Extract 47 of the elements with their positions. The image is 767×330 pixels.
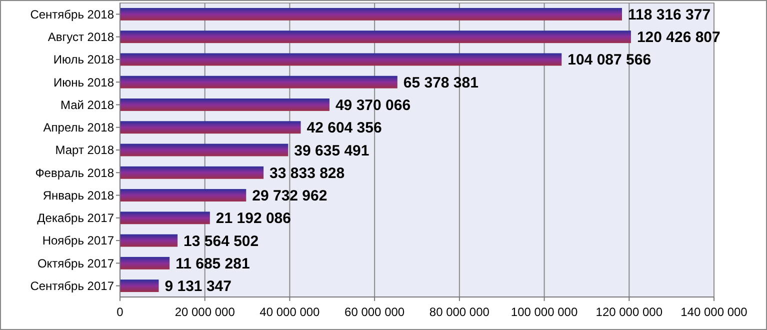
y-tick-label: Ноябрь 2017 <box>42 234 114 248</box>
bar <box>120 30 631 44</box>
bar <box>120 189 246 202</box>
y-tick-label: Август 2018 <box>48 30 114 44</box>
data-label: 104 087 566 <box>568 52 652 69</box>
y-tick-label: Июль 2018 <box>53 52 114 67</box>
data-label: 21 192 086 <box>216 210 291 228</box>
x-tick-label: 0 <box>116 305 124 319</box>
x-tick-label: 140 000 000 <box>680 305 748 319</box>
data-label: 120 426 807 <box>636 29 720 46</box>
y-tick-label: Апрель 2018 <box>43 120 114 135</box>
data-label: 9 131 347 <box>164 278 232 296</box>
data-label: 49 370 066 <box>335 96 411 114</box>
data-label: 39 635 491 <box>294 142 370 160</box>
y-tick-label: Март 2018 <box>55 143 114 158</box>
x-tick-label: 100 000 000 <box>510 305 578 319</box>
data-label: 118 316 377 <box>628 6 711 24</box>
bar <box>120 234 178 247</box>
bar <box>120 76 398 88</box>
y-tick-label: Сентябрь 2017 <box>30 278 114 293</box>
bar <box>120 280 159 292</box>
data-label: 33 833 828 <box>270 164 345 182</box>
bar <box>120 53 562 66</box>
data-label: 13 564 502 <box>184 232 259 250</box>
x-tick-label: 80 000 000 <box>429 305 490 319</box>
x-tick-label: 60 000 000 <box>344 305 405 319</box>
bar <box>120 144 288 156</box>
bar <box>120 256 170 270</box>
data-label: 42 604 356 <box>306 120 382 137</box>
data-label: 65 378 381 <box>403 74 478 92</box>
bar <box>120 212 210 224</box>
y-tick-label: Июнь 2018 <box>53 75 114 90</box>
x-tick-label: 40 000 000 <box>260 305 320 319</box>
data-label: 29 732 962 <box>252 188 328 205</box>
y-tick-label: Декабрь 2017 <box>37 211 114 226</box>
bar <box>120 121 301 134</box>
data-label: 11 685 281 <box>176 255 250 272</box>
bar <box>120 98 330 111</box>
bar <box>120 8 622 20</box>
y-tick-label: Сентябрь 2018 <box>30 7 114 22</box>
x-tick-label: 120 000 000 <box>596 305 663 319</box>
y-tick-label: Май 2018 <box>60 98 114 112</box>
x-tick-label: 20 000 000 <box>174 305 236 319</box>
y-tick-label: Январь 2018 <box>42 188 114 202</box>
y-tick-label: Февраль 2018 <box>35 166 114 180</box>
y-tick-label: Октябрь 2017 <box>37 256 114 270</box>
bar <box>120 166 264 179</box>
